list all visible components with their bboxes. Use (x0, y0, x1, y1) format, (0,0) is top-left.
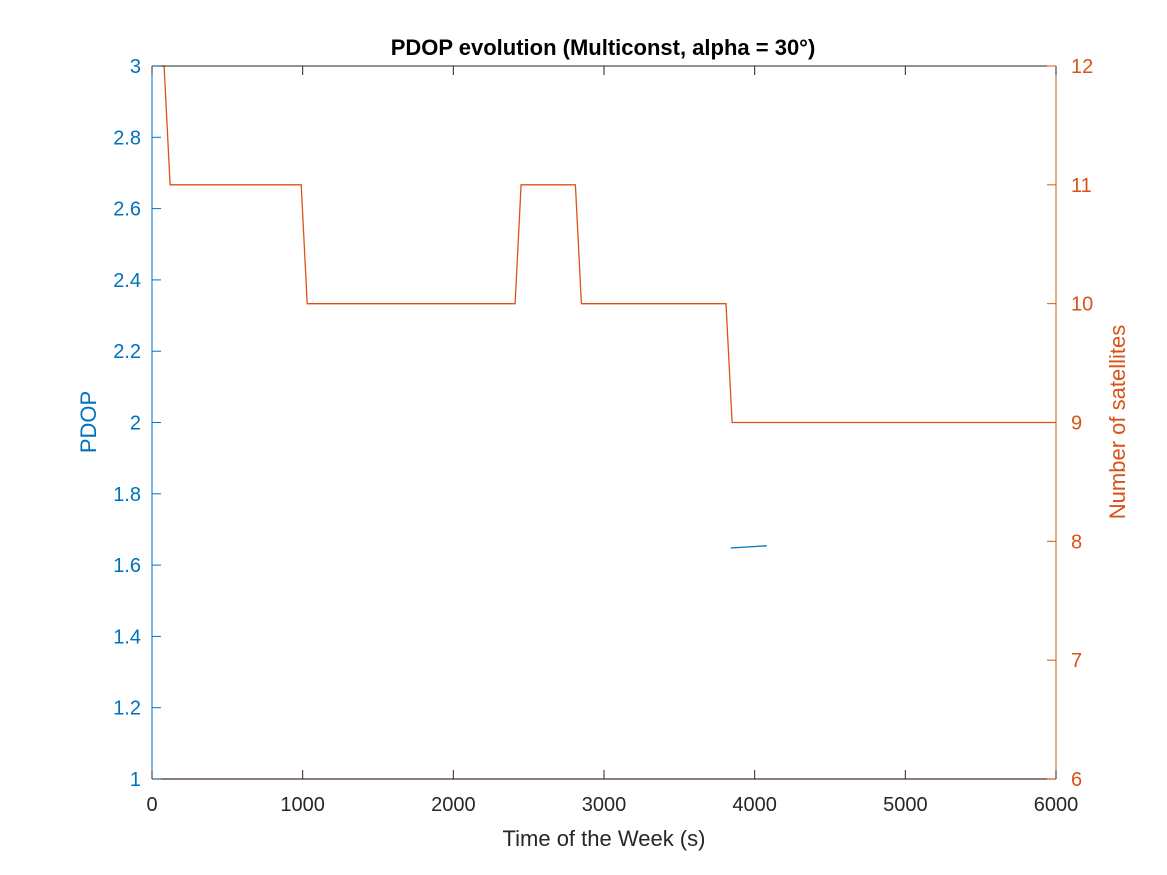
x-tick-label: 4000 (732, 794, 777, 816)
y-right-tick-label: 6 (1071, 769, 1082, 791)
x-tick-label: 0 (146, 794, 157, 816)
series-line-right-1 (152, 65, 1056, 424)
y-right-tick-label: 10 (1071, 294, 1093, 316)
x-tick-label: 3000 (582, 794, 627, 816)
y-left-tick-label: 1.6 (113, 555, 141, 577)
y-right-tick-label: 7 (1071, 650, 1082, 672)
y-left-tick-label: 2.8 (113, 127, 141, 149)
y-left-tick-label: 2 (130, 413, 141, 435)
y-left-tick-label: 1 (130, 769, 141, 791)
x-tick-label: 6000 (1034, 794, 1079, 816)
axes: 0 1000 2000 3000 4000 5000 6000 1 1.2 1.4 1.6 1.8 2 2… (113, 56, 1093, 816)
y-axis-right-label: Number of satellites (1105, 325, 1130, 519)
x-tick-label: 5000 (883, 794, 928, 816)
chart-title: PDOP evolution (Multiconst, alpha = 30°) (391, 35, 816, 60)
x-axis-label: Time of the Week (s) (503, 826, 706, 851)
y-left-tick-label: 1.2 (113, 698, 141, 720)
y-right-tick-label: 9 (1071, 413, 1082, 435)
y-axis-left-label: PDOP (76, 391, 101, 453)
y-left-tick-label: 1.8 (113, 484, 141, 506)
y-right-tick-label: 12 (1071, 56, 1093, 78)
x-tick-label: 1000 (280, 794, 325, 816)
y-left-tick-label: 1.4 (113, 626, 141, 648)
y-left-tick-label: 2.6 (113, 199, 141, 221)
y-left-tick-label: 3 (130, 56, 141, 78)
y-right-tick-label: 11 (1071, 175, 1092, 197)
y-left-tick-label: 2.2 (113, 341, 141, 363)
x-tick-label: 2000 (431, 794, 476, 816)
series-line-left-0 (730, 545, 767, 549)
y-left-tick-label: 2.4 (113, 270, 141, 292)
y-right-tick-label: 8 (1071, 531, 1082, 553)
